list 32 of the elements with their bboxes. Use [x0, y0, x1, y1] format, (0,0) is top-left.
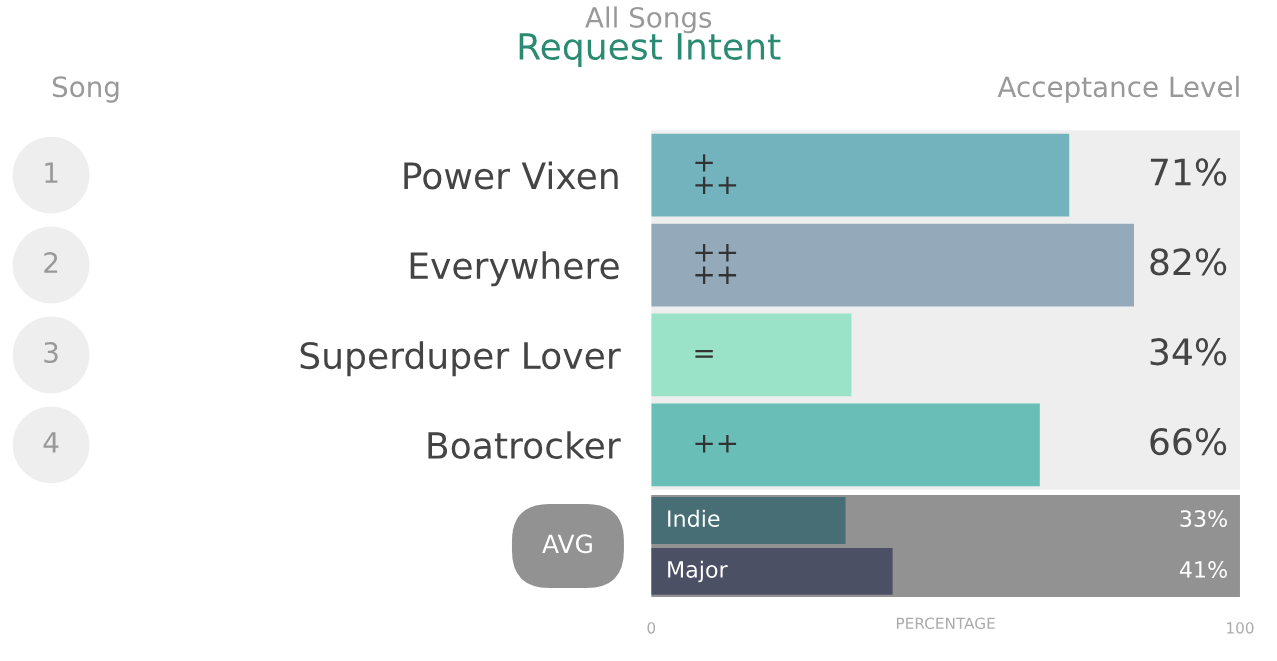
text: 3 — [44, 342, 58, 364]
text: Acceptance Level — [997, 75, 1239, 103]
annotation: + ++ — [695, 154, 737, 195]
chart-subtitle: Request Intent — [519, 33, 781, 68]
text: Song — [52, 76, 119, 103]
y-tick-label: Everywhere — [410, 251, 619, 287]
chart-title: All Songs — [585, 6, 712, 34]
y-tick-label: Superduper Lover — [300, 341, 621, 377]
data-label: 71% — [1150, 158, 1227, 186]
category-label: Major — [668, 560, 728, 583]
bar — [651, 133, 1070, 217]
annotation: ++ — [695, 435, 737, 453]
data-label: 66% — [1150, 428, 1227, 456]
x-tick-label: 0 — [647, 622, 656, 634]
data-label: 33% — [1180, 510, 1227, 527]
category-label: Indie — [668, 509, 720, 527]
text: 1 — [45, 162, 58, 183]
bar — [651, 223, 1134, 307]
text: 4 — [43, 432, 59, 453]
x-tick-label: 100 — [1227, 622, 1254, 634]
y-axis-title: AVG — [542, 534, 592, 554]
text: 2 — [44, 252, 58, 273]
bar — [651, 313, 852, 397]
y-tick-label: Power Vixen — [404, 161, 618, 190]
data-label: 41% — [1179, 561, 1227, 578]
y-tick-label: Boatrocker — [428, 431, 621, 460]
bar — [651, 403, 1040, 487]
annotation: ++ ++ — [695, 244, 737, 284]
x-axis-title: PERCENTAGE — [896, 617, 995, 630]
data-label: 82% — [1150, 248, 1227, 276]
annotation: = — [695, 350, 713, 358]
data-label: 34% — [1150, 338, 1227, 366]
